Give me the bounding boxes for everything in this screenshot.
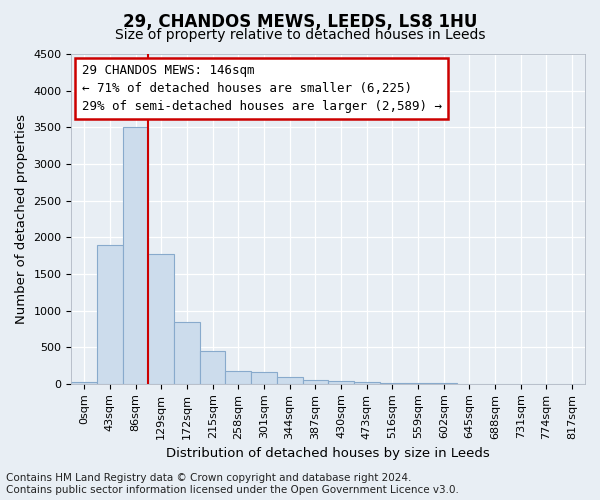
Bar <box>405 383 431 384</box>
Bar <box>380 383 405 384</box>
Bar <box>328 381 354 384</box>
Text: 29 CHANDOS MEWS: 146sqm
← 71% of detached houses are smaller (6,225)
29% of semi: 29 CHANDOS MEWS: 146sqm ← 71% of detache… <box>82 64 442 113</box>
Bar <box>174 322 200 384</box>
Bar <box>200 351 226 384</box>
Bar <box>71 382 97 384</box>
Bar <box>97 244 123 384</box>
Text: Contains HM Land Registry data © Crown copyright and database right 2024.
Contai: Contains HM Land Registry data © Crown c… <box>6 474 459 495</box>
Bar <box>251 372 277 384</box>
Y-axis label: Number of detached properties: Number of detached properties <box>15 114 28 324</box>
Bar <box>123 128 148 384</box>
Bar <box>354 382 380 384</box>
Text: Size of property relative to detached houses in Leeds: Size of property relative to detached ho… <box>115 28 485 42</box>
Text: 29, CHANDOS MEWS, LEEDS, LS8 1HU: 29, CHANDOS MEWS, LEEDS, LS8 1HU <box>123 12 477 30</box>
Bar <box>148 254 174 384</box>
Bar <box>277 377 302 384</box>
X-axis label: Distribution of detached houses by size in Leeds: Distribution of detached houses by size … <box>166 447 490 460</box>
Bar <box>302 380 328 384</box>
Bar <box>226 371 251 384</box>
